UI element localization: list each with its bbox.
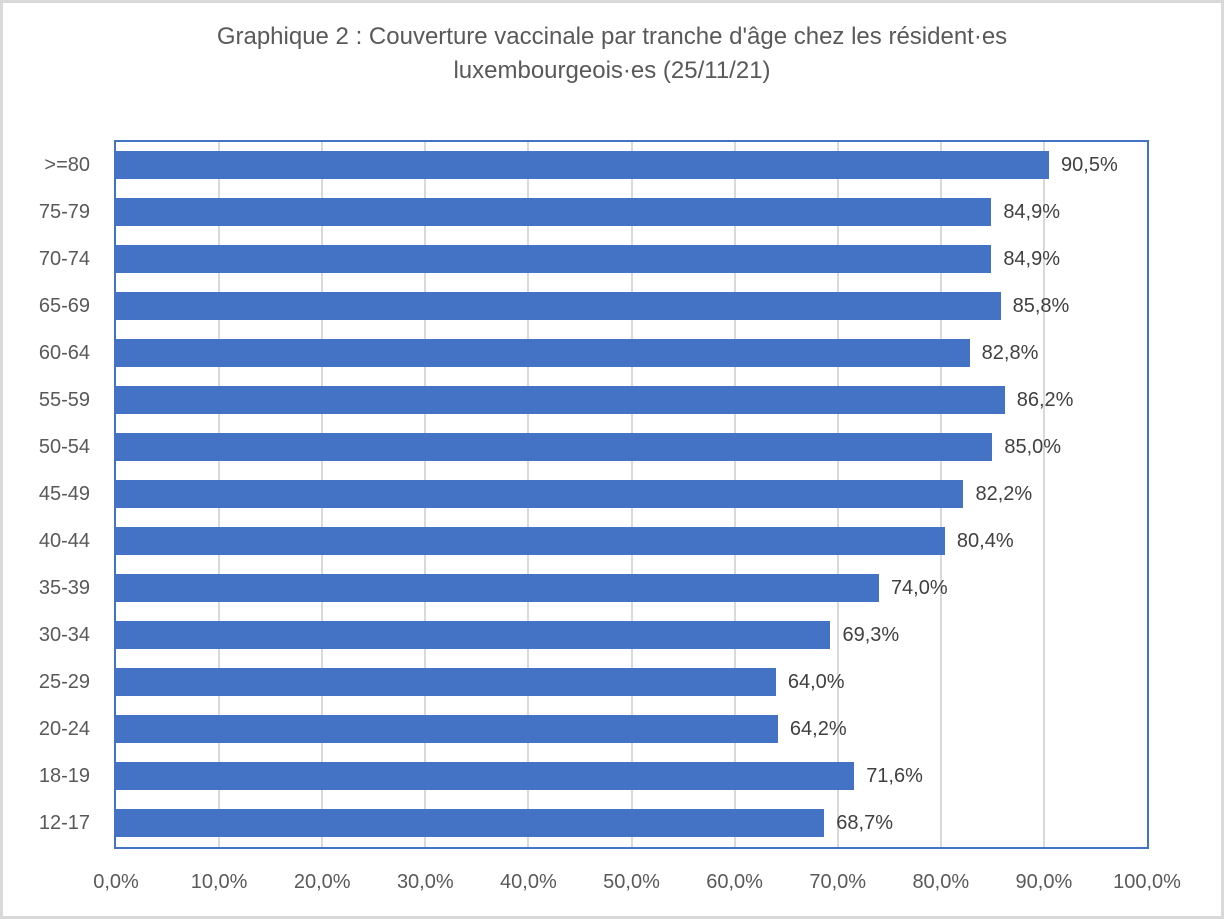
x-tick-label: 100,0% <box>1113 871 1181 893</box>
category-label: 55-59 <box>38 389 90 411</box>
bar <box>116 198 992 226</box>
category-label: 40-44 <box>38 530 90 552</box>
data-label: 68,7% <box>836 812 894 834</box>
bar <box>116 292 1001 320</box>
data-label: 84,9% <box>1003 248 1061 270</box>
data-label: 74,0% <box>890 577 948 599</box>
category-label: 45-49 <box>38 483 90 505</box>
bar <box>116 809 825 837</box>
bar <box>116 527 945 555</box>
bar <box>116 433 993 461</box>
chart-title-line-2: luxembourgeois·es (25/11/21) <box>453 57 771 84</box>
category-label: >=80 <box>44 154 90 176</box>
x-tick-label: 90,0% <box>1015 871 1073 893</box>
data-label: 69,3% <box>842 624 900 646</box>
x-tick-label: 70,0% <box>809 871 867 893</box>
bar <box>116 245 992 273</box>
chart-title: Graphique 2 : Couverture vaccinale par t… <box>0 20 1224 88</box>
x-tick-label: 50,0% <box>603 871 660 893</box>
category-label: 65-69 <box>38 295 90 317</box>
bar <box>116 762 855 790</box>
plot-area: 90,5% 84,9% 84,9% 85,8% 82,8% 86,2% 85,0% 82,2%… <box>114 140 1149 849</box>
chart-title-line-1: Graphique 2 : Couverture vaccinale par t… <box>216 23 1008 50</box>
data-label: 64,0% <box>787 671 845 693</box>
category-label: 70-74 <box>38 248 90 270</box>
gridline <box>1042 142 1045 847</box>
category-label: 25-29 <box>38 671 90 693</box>
bar <box>116 574 879 602</box>
data-label: 90,5% <box>1061 154 1118 176</box>
category-label: 60-64 <box>38 342 90 364</box>
data-label: 86,2% <box>1016 389 1074 411</box>
data-label: 64,2% <box>789 718 847 740</box>
bar <box>116 621 831 649</box>
x-tick-label: 40,0% <box>500 871 557 893</box>
bar <box>116 480 964 508</box>
bar <box>116 386 1005 414</box>
x-tick-label: 20,0% <box>293 871 351 893</box>
x-tick-label: 80,0% <box>912 871 970 893</box>
data-label: 82,8% <box>981 342 1039 364</box>
category-label: 20-24 <box>38 718 90 740</box>
data-label: 85,8% <box>1012 295 1070 317</box>
x-tick-label: 30,0% <box>396 871 454 893</box>
category-label: 75-79 <box>38 201 90 223</box>
data-label: 80,4% <box>956 530 1014 552</box>
x-tick-label: 0,0% <box>93 871 139 893</box>
bar <box>116 339 970 367</box>
category-label: 50-54 <box>38 436 90 458</box>
data-label: 71,6% <box>866 765 923 787</box>
bar <box>116 151 1050 179</box>
bar <box>116 668 776 696</box>
category-label: 30-34 <box>38 624 90 646</box>
data-label: 84,9% <box>1003 201 1061 223</box>
x-tick-label: 10,0% <box>190 871 248 893</box>
x-tick-label: 60,0% <box>706 871 763 893</box>
category-label: 35-39 <box>38 577 90 599</box>
data-label: 82,2% <box>975 483 1033 505</box>
bar <box>116 715 778 743</box>
data-label: 85,0% <box>1004 436 1062 458</box>
category-label: 12-17 <box>38 812 90 834</box>
category-label: 18-19 <box>38 765 90 787</box>
